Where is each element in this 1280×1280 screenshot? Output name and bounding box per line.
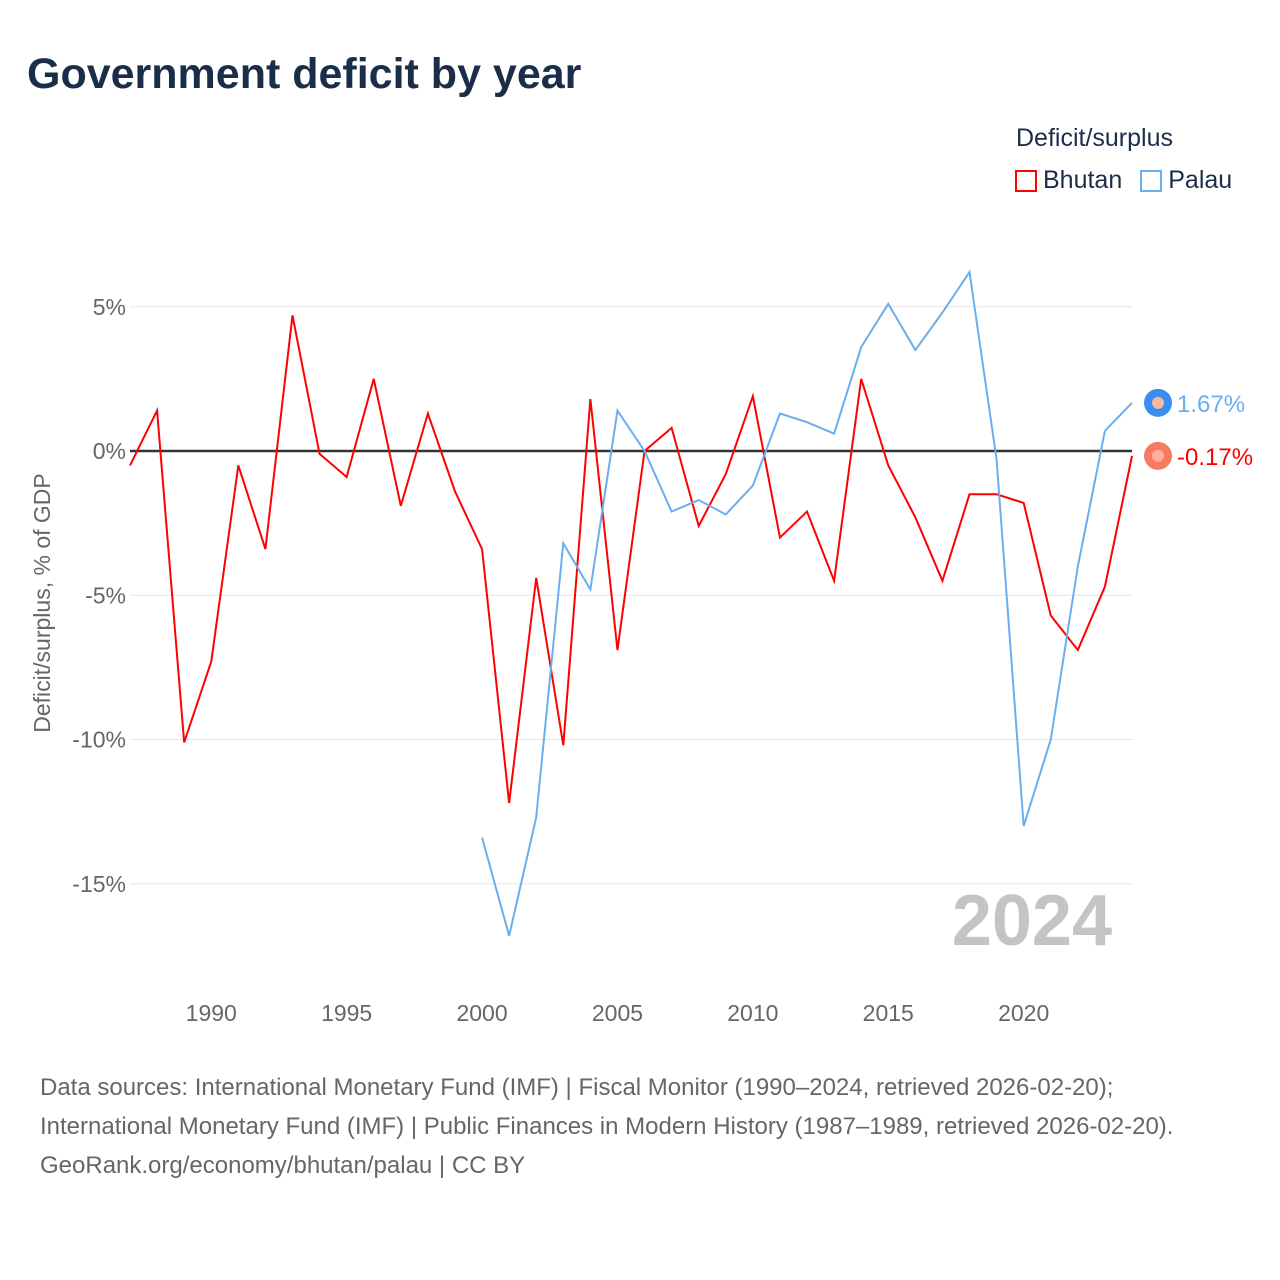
legend-title: Deficit/surplus bbox=[1016, 124, 1173, 152]
flag-center-bhutan bbox=[1152, 449, 1164, 462]
legend-item-palau[interactable]: Palau bbox=[1140, 166, 1232, 195]
legend-label-bhutan: Bhutan bbox=[1043, 166, 1123, 194]
x-tick-label: 2010 bbox=[727, 1000, 778, 1026]
x-tick-label: 1995 bbox=[321, 1000, 372, 1026]
x-tick-label: 2005 bbox=[592, 1000, 643, 1026]
y-tick-label: 5% bbox=[93, 294, 126, 320]
credit-link[interactable]: GeoRank.org/economy/bhutan/palau | CC BY bbox=[40, 1152, 526, 1179]
y-tick-label: -15% bbox=[72, 871, 126, 897]
data-sources: Data sources: International Monetary Fun… bbox=[40, 1074, 1174, 1140]
flag-center-palau bbox=[1152, 396, 1164, 409]
end-label-bhutan: -0.17% bbox=[1177, 444, 1253, 471]
footer: Data sources: International Monetary Fun… bbox=[40, 1068, 1240, 1185]
legend-label-palau: Palau bbox=[1168, 166, 1233, 194]
y-axis-label: Deficit/surplus, % of GDP bbox=[29, 473, 55, 732]
legend-item-bhutan[interactable]: Bhutan bbox=[1015, 166, 1122, 195]
legend: Bhutan Palau bbox=[1015, 166, 1232, 195]
x-tick-label: 1990 bbox=[186, 1000, 237, 1026]
y-tick-label: 0% bbox=[93, 438, 126, 464]
end-label-palau: 1.67% bbox=[1177, 391, 1245, 418]
legend-swatch-palau bbox=[1140, 169, 1163, 192]
year-watermark: 2024 bbox=[952, 881, 1112, 961]
x-tick-label: 2020 bbox=[998, 1000, 1049, 1026]
line-chart: 5% 0% -5% -10% -15% 1990 1995 2000 2005 2010 2015 2… bbox=[29, 269, 1253, 1026]
x-tick-label: 2015 bbox=[863, 1000, 914, 1026]
y-tick-label: -10% bbox=[72, 727, 126, 753]
y-tick-label: -5% bbox=[85, 582, 126, 608]
x-tick-label: 2000 bbox=[456, 1000, 507, 1026]
series-line-bhutan bbox=[129, 315, 1133, 804]
legend-swatch-bhutan bbox=[1015, 169, 1037, 192]
series-line-palau bbox=[481, 269, 1133, 936]
chart-title: Government deficit by year bbox=[27, 50, 582, 98]
